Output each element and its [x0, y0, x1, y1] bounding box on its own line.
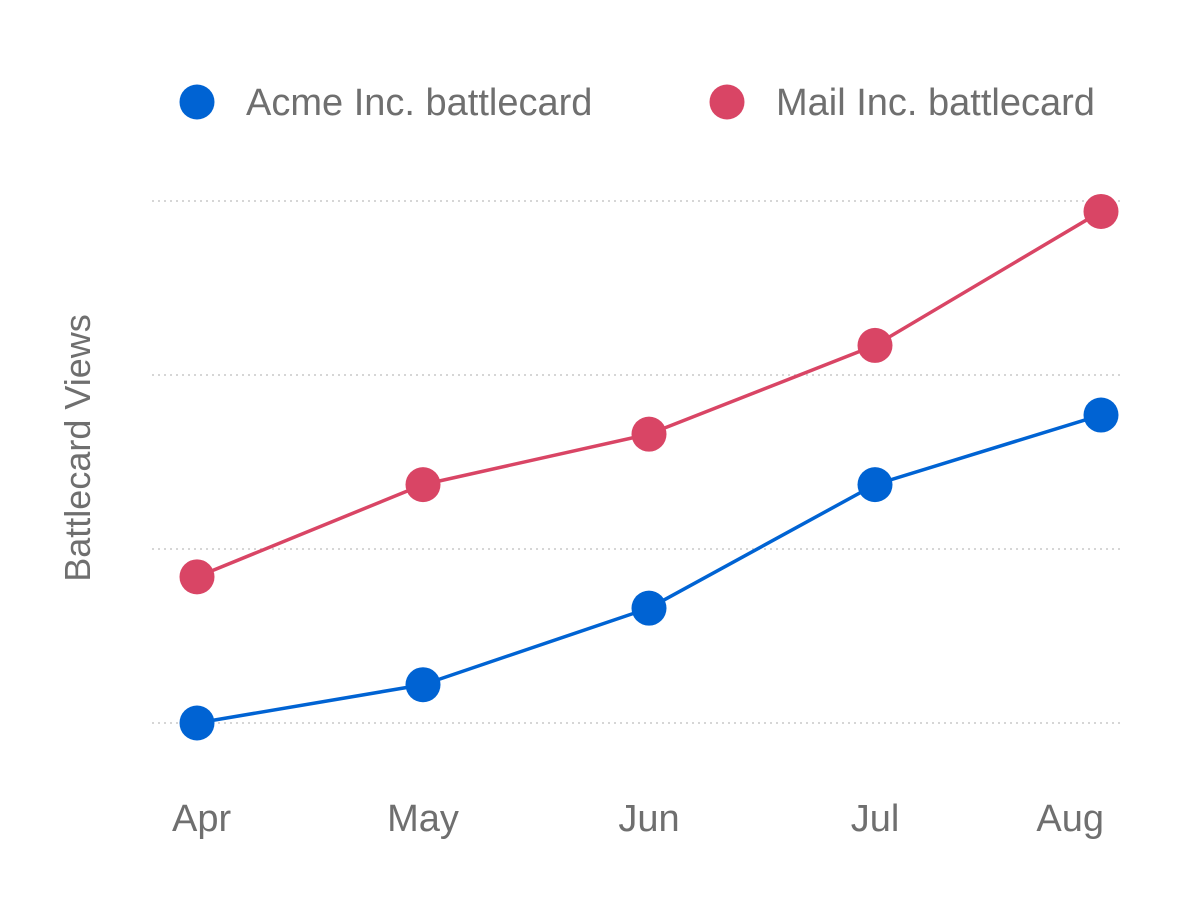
legend-label-acme-inc-battlecard: Acme Inc. battlecard: [246, 82, 592, 124]
legend-marker-mail-inc-battlecard: [709, 84, 745, 120]
legend: Acme Inc. battlecard Mail Inc. battlecard: [179, 82, 1095, 124]
data-point-acme-inc-battlecard-may: [405, 667, 441, 703]
legend-label-mail-inc-battlecard: Mail Inc. battlecard: [776, 82, 1095, 124]
series-mail-inc-battlecard: [179, 193, 1119, 595]
data-point-mail-inc-battlecard-may: [405, 467, 441, 503]
x-tick-label-aug: Aug: [1036, 798, 1104, 840]
x-tick-label-apr: Apr: [172, 798, 231, 840]
series-acme-inc-battlecard: [179, 397, 1119, 741]
data-point-mail-inc-battlecard-aug: [1083, 193, 1119, 229]
data-point-mail-inc-battlecard-jul: [857, 327, 893, 363]
series-line-mail-inc-battlecard: [195, 209, 1103, 579]
data-point-acme-inc-battlecard-apr: [179, 705, 215, 741]
series-line-acme-inc-battlecard: [195, 413, 1103, 725]
y-axis-label: Battlecard Views: [57, 314, 98, 581]
data-point-acme-inc-battlecard-aug: [1083, 397, 1119, 433]
data-point-mail-inc-battlecard-apr: [179, 559, 215, 595]
x-axis: Apr May Jun Jul Aug: [172, 798, 1104, 840]
legend-marker-acme-inc-battlecard: [179, 84, 215, 120]
series-layer: [179, 193, 1119, 741]
data-point-acme-inc-battlecard-jun: [631, 590, 667, 626]
x-tick-label-may: May: [387, 798, 459, 840]
x-tick-label-jul: Jul: [851, 798, 900, 840]
data-point-acme-inc-battlecard-jul: [857, 467, 893, 503]
data-point-mail-inc-battlecard-jun: [631, 416, 667, 452]
legend-item-acme-inc-battlecard: Acme Inc. battlecard: [179, 82, 592, 124]
gridlines: [152, 200, 1120, 724]
legend-item-mail-inc-battlecard: Mail Inc. battlecard: [709, 82, 1095, 124]
x-tick-label-jun: Jun: [618, 798, 679, 840]
